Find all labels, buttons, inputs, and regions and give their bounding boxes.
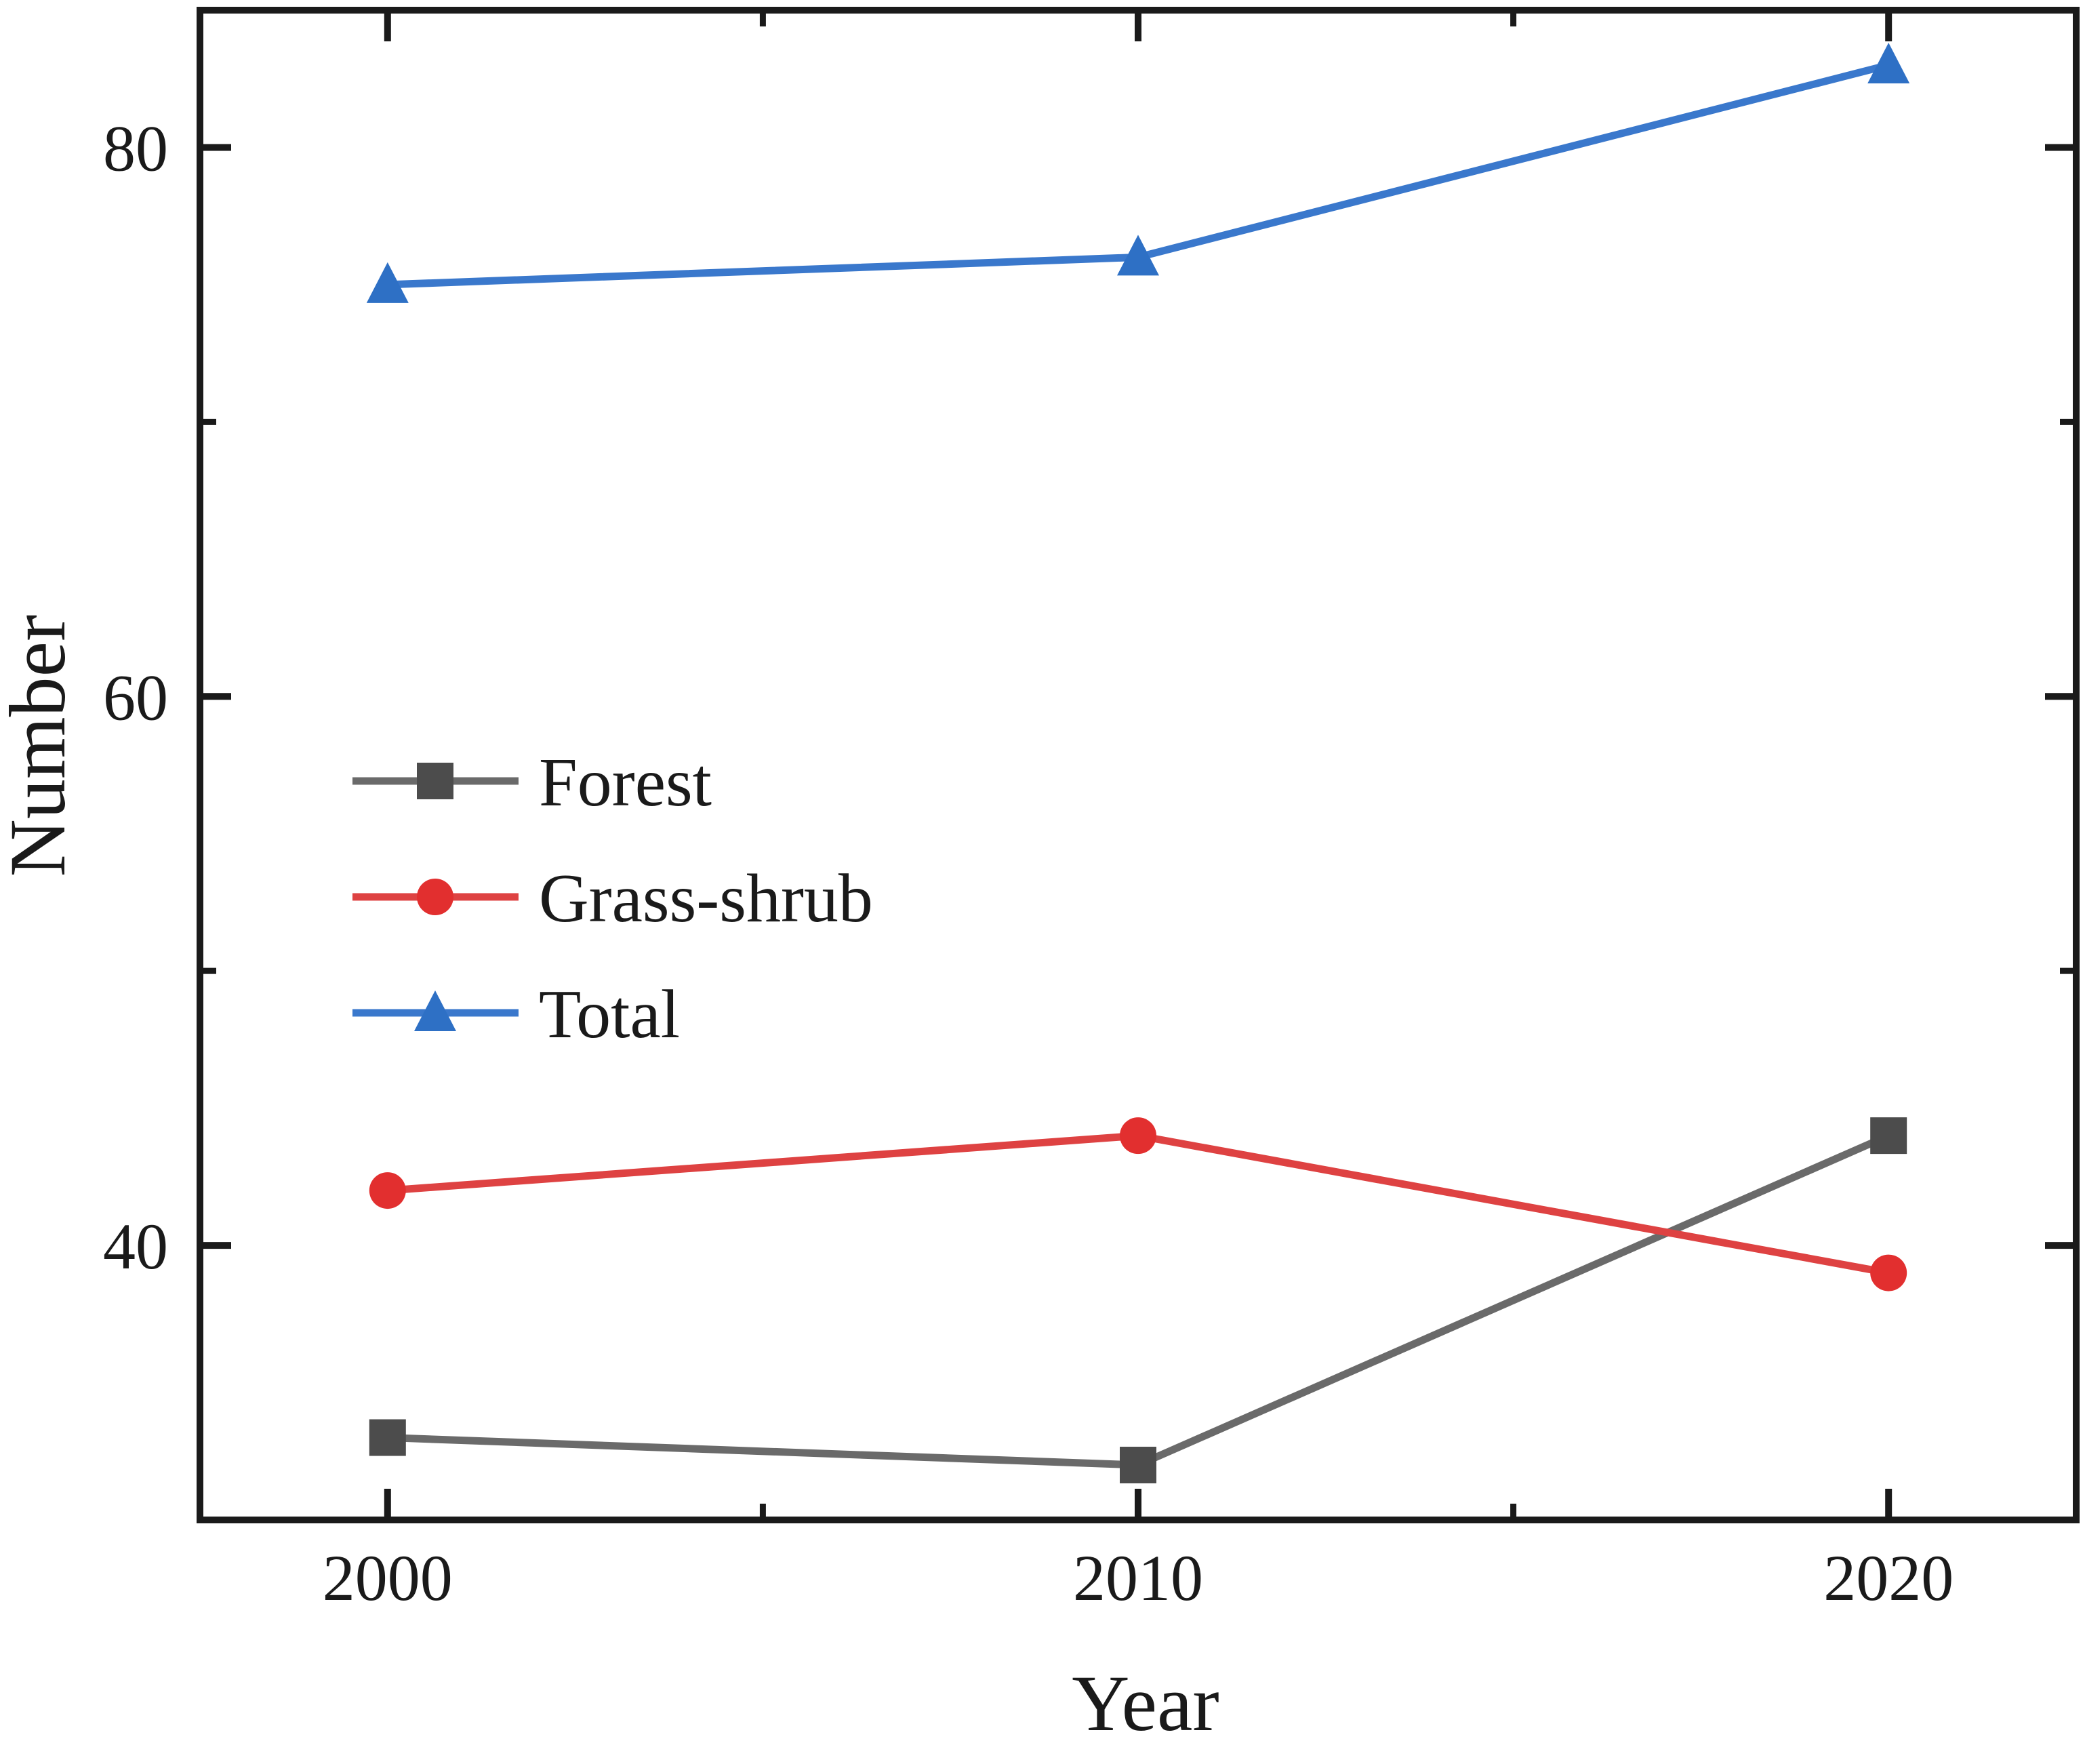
legend-label: Grass-shrub xyxy=(539,860,873,937)
legend-triangle-icon xyxy=(414,990,456,1031)
grass-shrub-line xyxy=(387,1131,1890,1277)
plot-frame-layer: 2000 2010 2020 40 60 80 xyxy=(103,7,2080,1614)
legend-item-grass-shrub: Grass-shrub xyxy=(352,860,873,937)
grass-shrub-marker-circle-icon xyxy=(369,1172,406,1209)
forest-line xyxy=(387,1132,1890,1469)
x-tick-label: 2010 xyxy=(1073,1542,1203,1614)
series-layer xyxy=(366,42,1910,1484)
y-axis-title: Number xyxy=(0,615,82,877)
grass-shrub-marker-circle-icon xyxy=(1870,1254,1907,1291)
total-marker-triangle-icon xyxy=(1867,42,1910,83)
y-tick-label: 40 xyxy=(103,1210,168,1283)
legend: Forest Grass-shrub Total xyxy=(352,744,873,1053)
x-tick-label: 2020 xyxy=(1823,1542,1954,1614)
x-axis-title: Year xyxy=(1072,1659,1219,1748)
x-tick-label: 2000 xyxy=(323,1542,453,1614)
y-tick-label: 60 xyxy=(103,661,168,734)
series-grass-shrub xyxy=(369,1117,1907,1291)
series-total xyxy=(366,42,1910,303)
legend-circle-icon xyxy=(417,879,453,915)
grass-shrub-marker-circle-icon xyxy=(1120,1117,1156,1155)
legend-item-total: Total xyxy=(352,976,680,1053)
forest-marker-square-icon xyxy=(1870,1117,1907,1155)
y-tick-label: 80 xyxy=(103,112,168,184)
total-marker-triangle-icon xyxy=(1117,235,1159,276)
forest-marker-square-icon xyxy=(369,1419,406,1456)
legend-item-forest: Forest xyxy=(352,744,712,821)
total-marker-triangle-icon xyxy=(366,262,409,303)
forest-marker-square-icon xyxy=(1120,1447,1156,1484)
legend-label: Total xyxy=(539,976,680,1053)
legend-square-icon xyxy=(417,763,453,799)
legend-label: Forest xyxy=(539,744,712,821)
series-forest xyxy=(369,1117,1907,1484)
